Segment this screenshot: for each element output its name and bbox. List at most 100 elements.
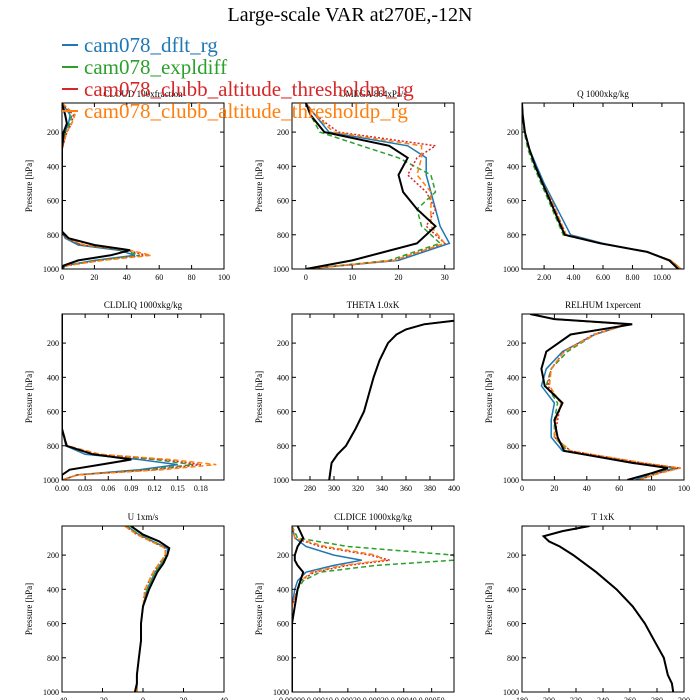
series-line: [292, 526, 454, 692]
series-line: [292, 526, 305, 692]
y-tick-label: 1000: [273, 688, 289, 697]
series-line: [62, 314, 217, 480]
plot-frame: [521, 313, 685, 481]
x-tick-label: 80: [188, 273, 196, 282]
series-line: [62, 103, 136, 269]
y-tick-label: 1000: [503, 688, 519, 697]
y-tick-label: 400: [47, 162, 59, 171]
y-tick-label: 400: [277, 162, 289, 171]
series-line: [62, 103, 152, 269]
legend-swatch: [62, 88, 78, 90]
x-tick-label: 220: [570, 696, 582, 700]
y-tick-label: 600: [277, 197, 289, 206]
x-tick-label: 0: [304, 273, 308, 282]
y-tick-label: 200: [507, 551, 519, 560]
y-tick-label: 800: [277, 231, 289, 240]
chart-panel: 200 400 600 800 1000 2.00 4.00 6.00 8.00 10.00 Q 1…: [484, 89, 685, 282]
x-tick-label: 10: [348, 273, 356, 282]
x-tick-label: 100: [218, 273, 230, 282]
x-tick-label: -20: [97, 696, 108, 700]
series-line: [529, 314, 681, 480]
y-tick-label: 800: [47, 654, 59, 663]
x-tick-label: 380: [424, 484, 436, 493]
panel-title: RELHUM 1xpercent: [565, 300, 641, 310]
y-tick-label: 200: [507, 339, 519, 348]
y-axis-label: Pressure [hPa]: [484, 160, 494, 212]
legend-item: cam078_expldiff: [62, 56, 414, 78]
plot-frame: [291, 525, 455, 693]
x-tick-label: 0.15: [171, 484, 185, 493]
x-tick-label: 8.00: [625, 273, 639, 282]
y-tick-label: 200: [277, 339, 289, 348]
x-tick-label: 280: [304, 484, 316, 493]
series-line: [62, 314, 194, 480]
y-tick-label: 600: [507, 620, 519, 629]
y-axis-label: Pressure [hPa]: [484, 371, 494, 423]
x-tick-label: 240: [597, 696, 609, 700]
series-line: [124, 526, 167, 692]
y-tick-label: 400: [47, 585, 59, 594]
x-tick-label: 300: [678, 696, 690, 700]
series-line: [529, 314, 680, 480]
y-tick-label: 400: [507, 162, 519, 171]
chart-panel: 200 400 600 800 1000 0 10 20 30 OMEGA 864xPa/s Pre…: [254, 89, 455, 282]
y-tick-label: 400: [277, 585, 289, 594]
series-line: [529, 314, 677, 480]
x-tick-label: 0.00030: [363, 696, 389, 700]
x-tick-label: 20: [180, 696, 188, 700]
series-line: [62, 103, 131, 269]
panel-title: U 1xm/s: [128, 512, 159, 522]
series-line: [62, 103, 141, 269]
x-tick-label: 0.00: [55, 484, 69, 493]
series-line: [292, 526, 390, 692]
y-tick-label: 400: [507, 373, 519, 382]
panel-title: OMEGA 864xPa/s: [339, 89, 407, 99]
y-tick-label: 1000: [273, 476, 289, 485]
series-line: [529, 314, 680, 480]
legend-label: cam078_clubb_altitude_thresholdp_rg: [84, 99, 408, 123]
y-tick-label: 1000: [273, 265, 289, 274]
series-line: [130, 526, 171, 692]
y-tick-label: 600: [507, 408, 519, 417]
x-tick-label: 260: [624, 696, 636, 700]
plot-frame: [291, 102, 455, 270]
panel-title: THETA 1.0xK: [347, 300, 400, 310]
x-tick-label: 100: [678, 484, 690, 493]
panel-title: CLDICE 1000xkg/kg: [334, 512, 412, 522]
y-tick-label: 600: [507, 197, 519, 206]
y-axis-label: Pressure [hPa]: [24, 583, 34, 635]
series-line: [305, 103, 442, 269]
panel-title: T 1xK: [591, 512, 615, 522]
plot-frame: [521, 525, 685, 693]
y-tick-label: 400: [507, 585, 519, 594]
x-tick-label: 60: [615, 484, 623, 493]
chart-panel: 200 400 600 800 1000180 200 220 240 260 280 300 T 1…: [484, 512, 690, 700]
y-tick-label: 800: [507, 654, 519, 663]
x-tick-label: 280: [651, 696, 663, 700]
series-line: [124, 526, 167, 692]
y-tick-label: 600: [47, 197, 59, 206]
series-line: [541, 526, 675, 692]
plot-frame: [291, 313, 455, 481]
y-tick-label: 600: [47, 408, 59, 417]
legend-item: cam078_clubb_altitude_thresholdp_rg: [62, 100, 414, 122]
legend-label: cam078_clubb_altitude_thresholdm_rg: [84, 77, 414, 101]
legend-item: cam078_dflt_rg: [62, 34, 414, 56]
series-line: [292, 526, 387, 692]
x-tick-label: 200: [543, 696, 555, 700]
x-tick-label: 0.18: [194, 484, 208, 493]
series-line: [62, 314, 132, 480]
x-tick-label: 2.00: [537, 273, 551, 282]
x-tick-label: 0.03: [78, 484, 92, 493]
series-line: [305, 103, 447, 269]
series-line: [305, 103, 446, 269]
chart-panel: 20040060080010000.000000.000100.000200.0…: [254, 512, 455, 700]
x-tick-label: 0: [141, 696, 145, 700]
y-tick-label: 200: [47, 339, 59, 348]
figure-title: Large-scale VAR at270E,-12N: [227, 4, 473, 26]
panel-title: CLOUD 100xfraction: [103, 89, 183, 99]
x-tick-label: 320: [352, 484, 364, 493]
y-axis-label: Pressure [hPa]: [24, 160, 34, 212]
